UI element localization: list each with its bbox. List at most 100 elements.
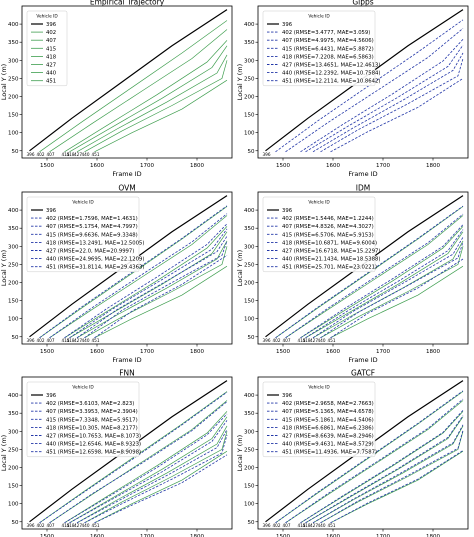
- legend-label: 427 (RMSE=8.6639, MAE=8.2946): [282, 434, 374, 440]
- x-axis-label: Frame ID: [112, 170, 141, 178]
- y-tick-label: 200: [244, 280, 255, 286]
- legend-label: 418 (RMSE=10.305, MAE=8.2177): [46, 425, 138, 431]
- x-tick-label: 1700: [140, 163, 154, 169]
- legend-label: 415 (RMSE=6.4431, MAE=5.8872): [282, 46, 374, 52]
- start-label: 396: [263, 152, 271, 157]
- start-label: 407: [283, 338, 291, 343]
- series-line: [69, 45, 228, 153]
- start-label: 415: [298, 523, 306, 528]
- legend: [26, 196, 140, 273]
- y-tick-label: 350: [8, 226, 19, 232]
- chart-panel: FNN 1500 1600 1700 1800 50 100 150 200 250 300 350 4…: [0, 369, 233, 537]
- y-tick-label: 400: [244, 208, 255, 214]
- x-tick-label: 1600: [90, 349, 104, 355]
- start-label: 396: [263, 523, 271, 528]
- y-axis-label: Local Y (m): [236, 435, 244, 471]
- series-line: [49, 401, 228, 524]
- legend-label: 402 (RMSE=2.9658, MAE=2.7663): [282, 401, 374, 407]
- series-line: [76, 425, 228, 524]
- series-line: [49, 215, 228, 339]
- series-line: [84, 246, 228, 339]
- series-line: [305, 416, 464, 524]
- series-line: [76, 235, 228, 339]
- start-label: 451: [328, 338, 336, 343]
- y-tick-label: 150: [8, 113, 19, 119]
- start-label: 451: [92, 523, 100, 528]
- x-tick-label: 1600: [90, 534, 104, 537]
- series-line: [285, 400, 464, 524]
- y-tick-label: 250: [8, 447, 19, 453]
- series-line: [94, 254, 228, 339]
- start-label: 451: [92, 338, 100, 343]
- series-line: [84, 434, 228, 524]
- legend-title: Vehicle ID: [36, 14, 58, 20]
- y-tick-label: 400: [8, 393, 19, 399]
- start-label: 407: [47, 338, 55, 343]
- start-label: 407: [47, 152, 55, 157]
- legend-label: 440 (RMSE=12.2392, MAE=10.7584): [282, 71, 380, 77]
- series-line: [94, 450, 228, 524]
- series-line: [300, 226, 464, 339]
- legend-label: 418 (RMSE=6.6861, MAE=6.2386): [282, 425, 374, 431]
- series-line: [84, 431, 228, 524]
- series-line: [312, 52, 464, 153]
- y-axis-label: Local Y (m): [236, 250, 244, 286]
- series-line: [330, 265, 464, 339]
- series-line: [64, 40, 228, 153]
- legend-label: 427 (RMSE=13.4651, MAE=12.4613): [282, 63, 380, 69]
- series-line: [49, 213, 228, 339]
- y-tick-label: 400: [8, 208, 19, 214]
- y-tick-label: 150: [244, 484, 255, 490]
- chart-title: Empirical Trajectory: [90, 0, 165, 7]
- y-tick-label: 50: [248, 149, 255, 155]
- x-tick-label: 1500: [40, 349, 54, 355]
- y-tick-label: 200: [8, 280, 19, 286]
- x-tick-label: 1500: [40, 163, 54, 169]
- x-tick-label: 1800: [190, 534, 204, 537]
- start-label: 396: [27, 152, 35, 157]
- start-label: 402: [273, 523, 281, 528]
- series-line: [312, 425, 464, 524]
- legend-label: 407 (RMSE=4.8326, MAE=4.3027): [282, 224, 374, 230]
- legend-title: Vehicle ID: [308, 200, 330, 206]
- y-tick-label: 400: [8, 22, 19, 28]
- legend-label: 451: [46, 79, 56, 85]
- series-line: [76, 240, 228, 339]
- series-line: [275, 205, 464, 339]
- series-line: [275, 390, 464, 524]
- chart-panel: Empirical Trajectory 1500 1600 1700 1800 50 10…: [0, 0, 233, 178]
- legend-title: Vehicle ID: [72, 200, 94, 206]
- chart-panel: OVM 1500 1600 1700 1800 50 100 150 200 250 300 350 4…: [0, 184, 233, 364]
- series-line: [300, 410, 464, 524]
- series-line: [29, 9, 228, 152]
- y-tick-label: 50: [12, 149, 19, 155]
- legend-label: 415 (RMSE=5.1861, MAE=4.5406): [282, 417, 374, 423]
- series-line: [76, 429, 228, 524]
- legend-label: 415 (RMSE=9.6636, MAE=9.3348): [46, 232, 138, 238]
- series-line: [320, 58, 464, 153]
- series-line: [84, 60, 228, 153]
- legend-label: 415 (RMSE=7.3348, MAE=5.9517): [46, 417, 138, 423]
- legend-label: 451 (RMSE=12.6598, MAE=8.9098): [46, 450, 141, 456]
- legend-label: 427: [46, 63, 56, 69]
- y-tick-label: 150: [244, 113, 255, 119]
- y-tick-label: 50: [12, 335, 19, 341]
- legend-label: 440: [46, 71, 57, 77]
- series-line: [39, 206, 228, 339]
- start-label: 440: [318, 338, 326, 343]
- y-tick-label: 200: [244, 465, 255, 471]
- start-label: 440: [82, 338, 90, 343]
- x-tick-label: 1700: [376, 349, 390, 355]
- series-line: [69, 416, 228, 524]
- y-tick-label: 250: [244, 447, 255, 453]
- x-axis-label: Frame ID: [112, 356, 141, 364]
- series-line: [285, 215, 464, 339]
- y-tick-label: 250: [8, 76, 19, 82]
- legend-title: Vehicle ID: [72, 385, 94, 391]
- series-line: [76, 54, 228, 153]
- series-line: [330, 78, 464, 153]
- legend: [262, 10, 376, 87]
- y-tick-label: 150: [8, 299, 19, 305]
- series-line: [320, 246, 464, 339]
